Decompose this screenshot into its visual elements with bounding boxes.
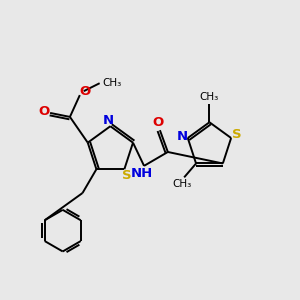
Text: O: O <box>152 116 164 129</box>
Text: NH: NH <box>131 167 153 180</box>
Text: CH₃: CH₃ <box>102 78 121 88</box>
Text: S: S <box>232 128 242 140</box>
Text: CH₃: CH₃ <box>200 92 219 103</box>
Text: CH₃: CH₃ <box>172 179 192 189</box>
Text: O: O <box>79 85 90 98</box>
Text: S: S <box>122 169 131 182</box>
Text: O: O <box>38 105 50 119</box>
Text: N: N <box>103 114 114 127</box>
Text: N: N <box>176 130 188 142</box>
